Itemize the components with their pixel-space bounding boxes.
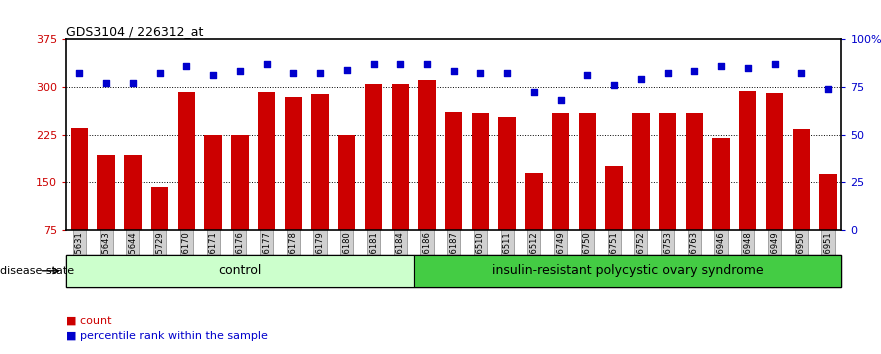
Point: [714, 63, 728, 69]
Text: ■ count: ■ count: [66, 315, 112, 325]
Bar: [445, 112, 463, 278]
Bar: [499, 117, 516, 278]
Bar: [579, 113, 596, 278]
Bar: [311, 95, 329, 278]
Bar: [766, 93, 783, 278]
Bar: [258, 92, 275, 278]
Bar: [338, 135, 355, 278]
Point: [420, 61, 434, 67]
Point: [313, 70, 327, 76]
Text: GDS3104 / 226312_at: GDS3104 / 226312_at: [66, 25, 204, 38]
Point: [473, 70, 487, 76]
Point: [260, 61, 274, 67]
Point: [607, 82, 621, 88]
Bar: [231, 135, 248, 278]
Point: [152, 70, 167, 76]
Text: insulin-resistant polycystic ovary syndrome: insulin-resistant polycystic ovary syndr…: [492, 264, 763, 277]
Point: [741, 65, 755, 70]
Bar: [739, 91, 757, 278]
Bar: [391, 84, 409, 278]
Point: [661, 70, 675, 76]
Bar: [713, 138, 729, 278]
Point: [687, 69, 701, 74]
Bar: [124, 155, 142, 278]
Bar: [204, 135, 222, 278]
Text: ■ percentile rank within the sample: ■ percentile rank within the sample: [66, 331, 268, 341]
Bar: [525, 173, 543, 278]
Bar: [685, 114, 703, 278]
Bar: [633, 114, 649, 278]
Point: [527, 90, 541, 95]
Point: [340, 67, 354, 72]
Point: [447, 69, 461, 74]
Text: control: control: [218, 264, 262, 277]
Point: [180, 63, 194, 69]
Point: [72, 70, 86, 76]
Text: disease state: disease state: [0, 266, 78, 276]
Point: [393, 61, 407, 67]
Bar: [70, 128, 88, 278]
Bar: [552, 114, 569, 278]
Bar: [98, 155, 115, 278]
Bar: [471, 113, 489, 278]
Point: [581, 73, 595, 78]
Point: [633, 76, 648, 82]
Bar: [605, 166, 623, 278]
Bar: [819, 174, 837, 278]
Point: [206, 73, 220, 78]
Point: [286, 70, 300, 76]
Point: [126, 80, 140, 86]
Point: [821, 86, 835, 91]
Bar: [365, 84, 382, 278]
Bar: [418, 80, 436, 278]
Bar: [285, 97, 302, 278]
Point: [233, 69, 247, 74]
Bar: [151, 187, 168, 278]
Point: [794, 70, 808, 76]
Point: [100, 80, 114, 86]
Point: [553, 97, 567, 103]
Bar: [178, 92, 195, 278]
Point: [500, 70, 515, 76]
Bar: [66, 255, 413, 287]
Bar: [413, 255, 841, 287]
Point: [366, 61, 381, 67]
Bar: [659, 114, 677, 278]
Bar: [793, 129, 810, 278]
Point: [767, 61, 781, 67]
